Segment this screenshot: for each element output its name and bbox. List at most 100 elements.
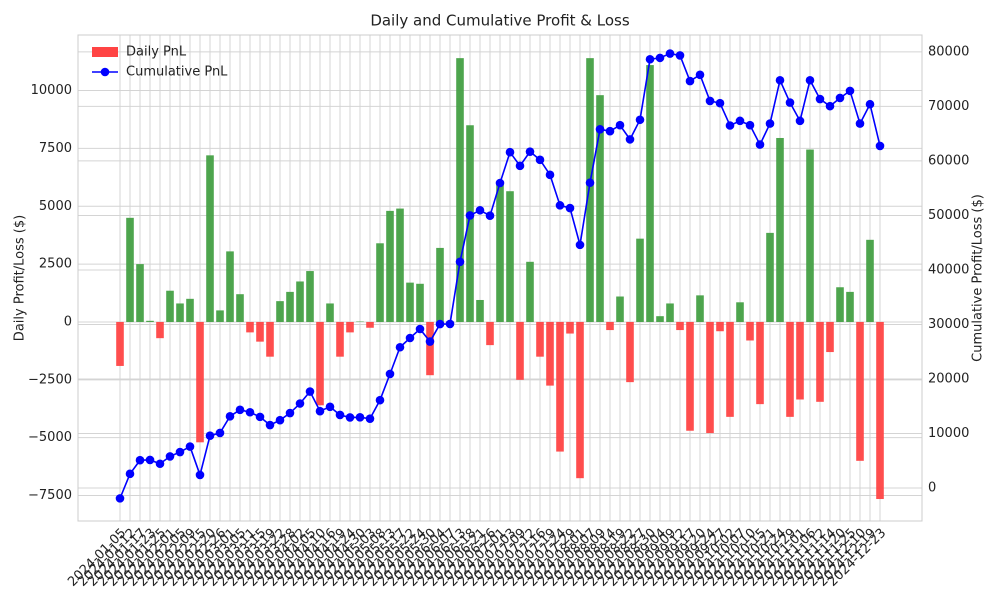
y2-axis-label: Cumulative Profit/Loss ($) (971, 194, 986, 362)
y-tick-label: 7500 (39, 141, 72, 156)
bar (216, 310, 224, 322)
marker (505, 147, 515, 157)
plot-frame (77, 34, 923, 522)
bar (736, 302, 744, 322)
bar (686, 321, 694, 431)
marker (835, 93, 845, 103)
marker (735, 116, 745, 126)
bar (646, 65, 654, 322)
bar (536, 321, 544, 357)
marker (755, 140, 765, 149)
bar (276, 301, 284, 322)
marker (465, 211, 475, 220)
marker (595, 125, 605, 134)
marker (705, 96, 715, 106)
marker (335, 410, 345, 420)
y-tick-label: −2500 (28, 372, 72, 387)
bar (416, 283, 424, 322)
bar (576, 321, 584, 479)
bar (226, 251, 234, 322)
y-tick-label: −7500 (28, 488, 72, 503)
bar (636, 238, 644, 322)
marker (545, 170, 555, 180)
marker (585, 178, 595, 188)
marker (145, 455, 155, 465)
y-tick-label: 5000 (39, 199, 72, 214)
bar (706, 321, 714, 434)
marker (675, 51, 685, 60)
bar (126, 217, 134, 322)
marker (375, 395, 385, 405)
bar (546, 321, 554, 386)
marker (565, 203, 575, 213)
marker (285, 408, 295, 418)
legend-swatch (100, 67, 110, 77)
y2-tick-label: 60000 (928, 153, 969, 168)
plot-area (115, 49, 885, 503)
bar (836, 287, 844, 322)
bar (256, 321, 264, 342)
bar (286, 291, 294, 322)
bar (116, 321, 124, 366)
marker (645, 54, 655, 64)
bar (296, 281, 304, 322)
bar (196, 321, 204, 443)
bar (556, 321, 564, 452)
bar (746, 321, 754, 341)
bar (666, 303, 674, 322)
bar (566, 321, 574, 334)
bar (466, 125, 474, 322)
bar (246, 321, 254, 333)
bar (456, 58, 464, 322)
marker (325, 402, 335, 412)
bar (856, 321, 864, 461)
bar (336, 321, 344, 357)
marker (515, 161, 525, 171)
marker (715, 98, 725, 108)
bar (696, 295, 704, 322)
y-tick-label: −5000 (28, 430, 72, 445)
bar (796, 321, 804, 400)
marker (365, 414, 375, 423)
marker (635, 115, 645, 125)
bar (426, 321, 434, 376)
marker (555, 201, 565, 210)
marker (405, 333, 415, 343)
bar (656, 316, 664, 322)
marker (205, 431, 215, 440)
marker (815, 94, 825, 104)
y-tick-label: 2500 (39, 257, 72, 272)
bar (396, 208, 404, 322)
bar (326, 303, 334, 322)
marker (275, 415, 285, 425)
bar (846, 291, 854, 322)
y-tick-label: 10000 (31, 83, 72, 98)
marker (315, 406, 325, 416)
marker (455, 257, 465, 267)
legend-swatch (92, 47, 118, 57)
y2-tick-label: 30000 (928, 317, 969, 332)
marker (415, 324, 425, 334)
chart-title: Daily and Cumulative Profit & Loss (370, 12, 630, 30)
marker (785, 98, 795, 107)
marker (195, 470, 205, 480)
marker (625, 135, 635, 144)
bar (206, 155, 214, 322)
marker (795, 116, 805, 126)
marker (185, 442, 195, 451)
bar (186, 298, 194, 322)
marker (775, 75, 785, 85)
bar (676, 321, 684, 331)
marker (875, 141, 885, 151)
marker (165, 452, 175, 461)
marker (805, 75, 815, 85)
marker (695, 70, 705, 80)
marker (535, 155, 545, 165)
bar (436, 247, 444, 322)
marker (825, 101, 835, 111)
marker (215, 428, 225, 438)
y2-tick-label: 70000 (928, 99, 969, 114)
marker (385, 369, 395, 379)
bar (346, 321, 354, 333)
bar (756, 321, 764, 405)
